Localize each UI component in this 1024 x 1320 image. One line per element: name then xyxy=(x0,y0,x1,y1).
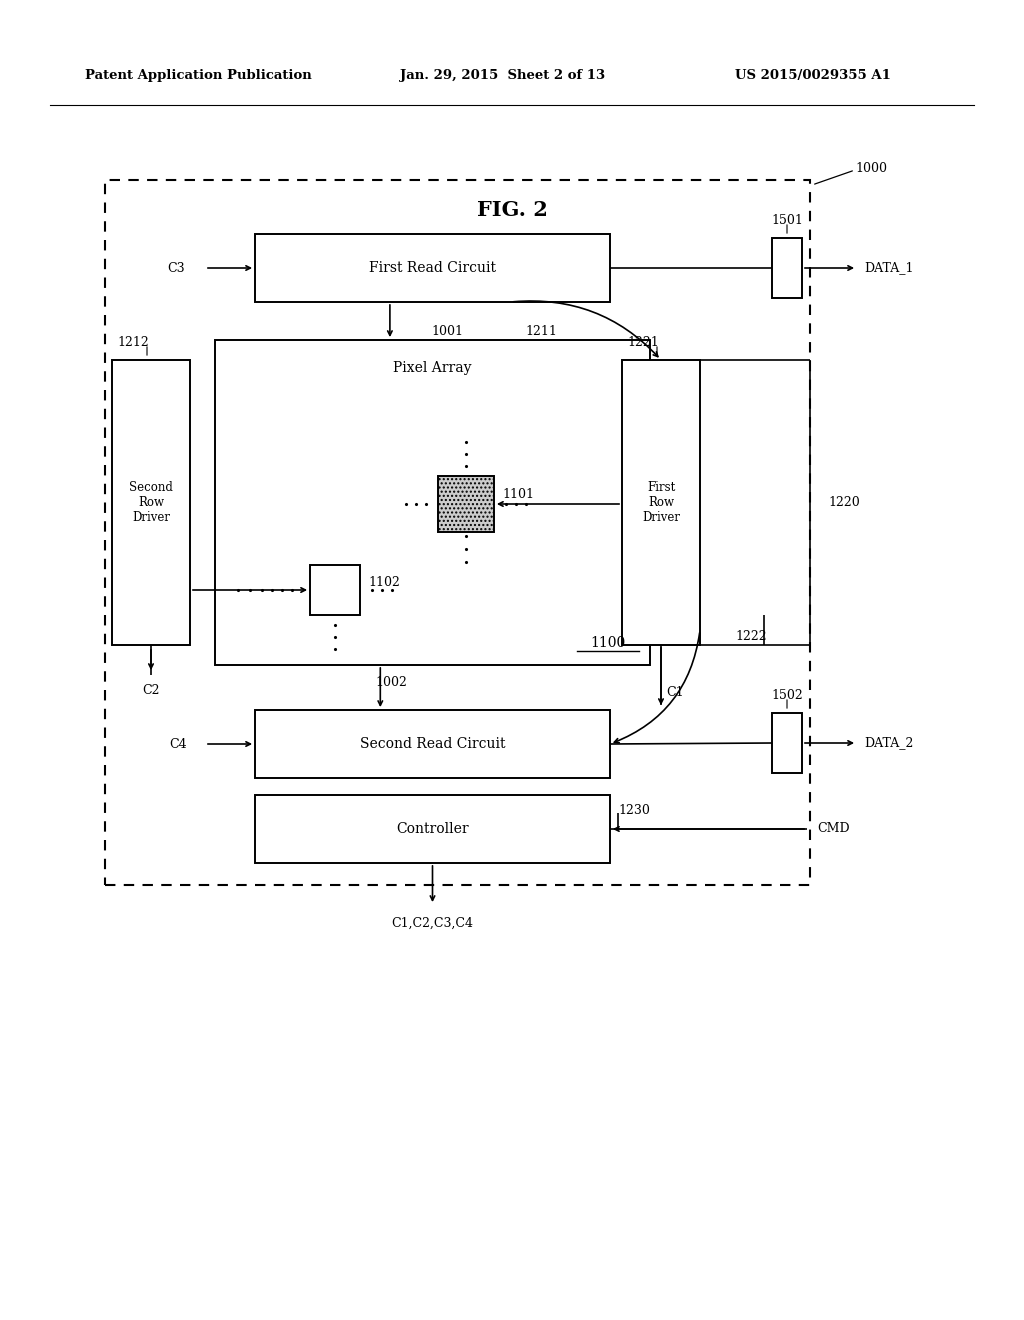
Bar xyxy=(112,360,190,645)
Text: 1501: 1501 xyxy=(771,214,803,227)
Bar xyxy=(438,477,494,532)
Text: C2: C2 xyxy=(142,684,160,697)
Text: Jan. 29, 2015  Sheet 2 of 13: Jan. 29, 2015 Sheet 2 of 13 xyxy=(400,69,605,82)
Text: Second Read Circuit: Second Read Circuit xyxy=(359,737,505,751)
Text: DATA_2: DATA_2 xyxy=(864,737,913,750)
Text: CMD: CMD xyxy=(817,822,850,836)
Text: First
Row
Driver: First Row Driver xyxy=(642,480,680,524)
Bar xyxy=(105,180,810,884)
Text: Pixel Array: Pixel Array xyxy=(393,360,472,375)
Text: 1000: 1000 xyxy=(855,161,887,174)
Bar xyxy=(310,565,360,615)
Bar xyxy=(255,234,610,302)
Text: Second
Row
Driver: Second Row Driver xyxy=(129,480,173,524)
Text: C1,C2,C3,C4: C1,C2,C3,C4 xyxy=(391,916,473,929)
Text: 1220: 1220 xyxy=(828,496,860,510)
Text: First Read Circuit: First Read Circuit xyxy=(369,261,496,275)
Text: 1502: 1502 xyxy=(771,689,803,701)
Text: DATA_1: DATA_1 xyxy=(864,261,913,275)
Text: 1230: 1230 xyxy=(618,804,650,817)
Text: C1: C1 xyxy=(666,685,684,698)
Text: C3: C3 xyxy=(167,261,185,275)
Text: 1002: 1002 xyxy=(376,676,408,689)
Text: 1212: 1212 xyxy=(117,335,148,348)
Text: US 2015/0029355 A1: US 2015/0029355 A1 xyxy=(735,69,891,82)
Bar xyxy=(772,713,802,774)
Text: C4: C4 xyxy=(169,738,187,751)
Bar xyxy=(772,238,802,298)
Text: Controller: Controller xyxy=(396,822,469,836)
Text: 1001: 1001 xyxy=(432,326,464,338)
Text: 1101: 1101 xyxy=(502,487,534,500)
Text: 1211: 1211 xyxy=(525,326,557,338)
Text: 1222: 1222 xyxy=(735,631,767,644)
Bar xyxy=(215,341,650,665)
Text: 1100: 1100 xyxy=(591,636,626,649)
Bar xyxy=(622,360,700,645)
Text: FIG. 2: FIG. 2 xyxy=(476,201,548,220)
Text: Patent Application Publication: Patent Application Publication xyxy=(85,69,311,82)
Bar xyxy=(255,710,610,777)
Bar xyxy=(255,795,610,863)
Text: 1102: 1102 xyxy=(368,576,400,589)
Text: 1221: 1221 xyxy=(627,335,658,348)
